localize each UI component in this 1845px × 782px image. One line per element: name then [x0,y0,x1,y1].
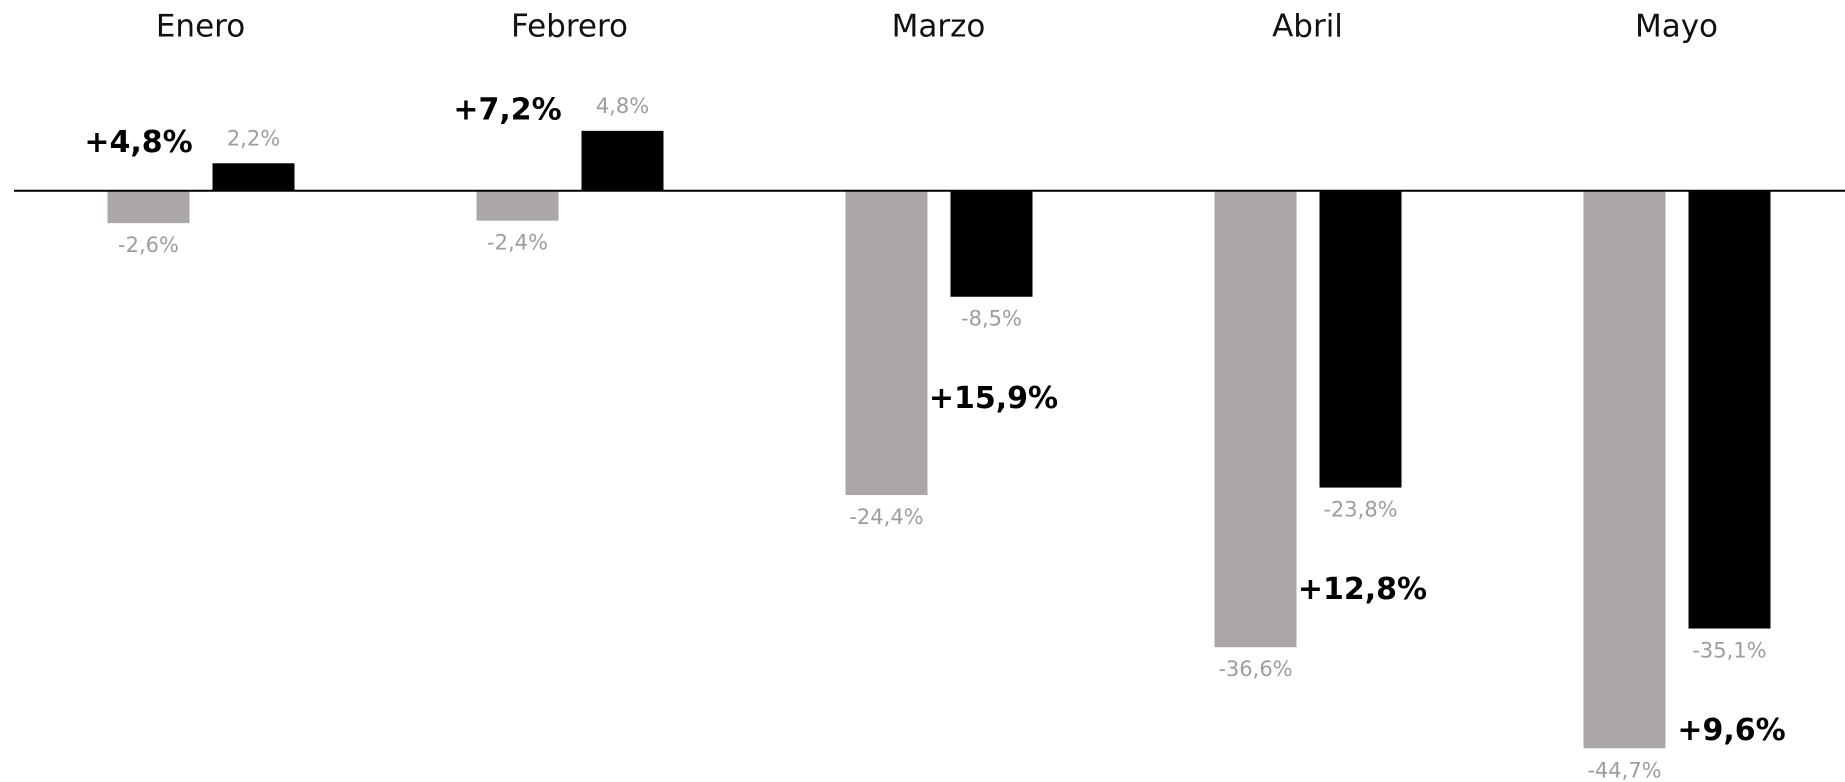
value-label: 4,8% [596,94,649,118]
value-label: -35,1% [1692,639,1766,663]
bar [950,190,1033,297]
bar [845,190,928,496]
annotation: +12,8% [1298,572,1427,607]
category-label: Mayo [1635,9,1718,45]
bar [476,190,559,221]
category-label: Febrero [511,9,628,45]
value-label: -24,4% [849,505,923,529]
value-label: -2,6% [118,233,179,257]
bar [1688,190,1771,629]
value-label: -44,7% [1587,758,1661,782]
category-label: Abril [1272,9,1343,45]
bar [212,163,295,191]
category-label: Enero [156,9,245,45]
bar [1319,190,1402,488]
bar [1583,190,1666,749]
bar [581,130,664,191]
value-label: -2,4% [487,231,548,255]
value-label: -36,6% [1218,657,1292,681]
annotation: +4,8% [84,125,192,160]
category-label: Marzo [892,9,986,45]
value-label: -8,5% [961,307,1022,331]
value-label: 2,2% [227,126,280,150]
bar [1214,190,1297,648]
annotation: +9,6% [1677,713,1785,748]
value-label: -23,8% [1323,498,1397,522]
annotation: +7,2% [453,92,561,127]
annotation: +15,9% [929,381,1058,416]
bar [107,190,190,224]
